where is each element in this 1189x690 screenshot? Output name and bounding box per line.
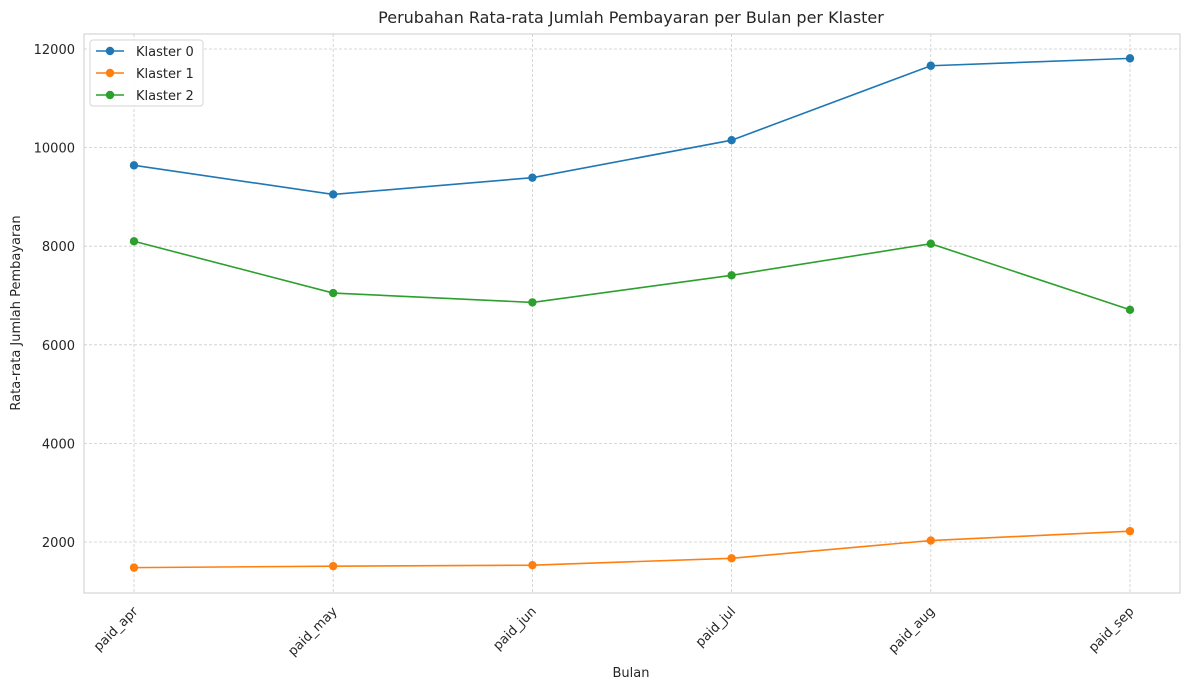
- data-point: [528, 560, 537, 570]
- data-point: [528, 298, 537, 307]
- data-point: [727, 554, 736, 563]
- data-point: [1125, 305, 1135, 314]
- series-1: [129, 526, 1135, 572]
- y-tick-label: 10000: [34, 142, 75, 157]
- legend-box: [89, 39, 204, 107]
- legend-label: Klaster 1: [136, 67, 194, 82]
- data-point: [129, 161, 139, 170]
- y-tick-label: 6000: [42, 339, 75, 354]
- legend: Klaster 0 Klaster 1 Klaster 2: [89, 39, 204, 107]
- series-line: [133, 530, 1131, 569]
- series-line: [133, 57, 1131, 196]
- series-0: [129, 54, 1135, 199]
- chart-title: Perubahan Rata-rata Jumlah Pembayaran pe…: [378, 8, 884, 27]
- legend-item: Klaster 1: [96, 67, 194, 82]
- data-point: [129, 237, 139, 246]
- data-point: [926, 536, 935, 545]
- x-axis-label: Bulan: [613, 666, 650, 681]
- data-point: [528, 173, 537, 182]
- legend-marker: [105, 90, 115, 100]
- data-point: [329, 190, 338, 199]
- legend-marker: [105, 46, 115, 56]
- y-tick-label: 2000: [42, 536, 75, 551]
- y-axis-label: Rata-rata Jumlah Pembayaran: [9, 215, 24, 410]
- series-line: [133, 240, 1131, 311]
- plot-frame: [83, 33, 1181, 594]
- data-point: [1125, 526, 1135, 536]
- data-point: [1125, 54, 1135, 63]
- y-tick-label: 8000: [42, 240, 75, 255]
- data-point: [129, 563, 139, 572]
- legend-label: Klaster 0: [136, 45, 194, 60]
- data-point: [926, 61, 935, 70]
- plot-background: [84, 34, 1180, 593]
- legend-marker: [105, 68, 115, 78]
- legend-item: Klaster 2: [96, 89, 194, 104]
- y-tick-label: 4000: [42, 437, 75, 452]
- legend-item: Klaster 0: [96, 45, 194, 60]
- legend-label: Klaster 2: [136, 89, 194, 104]
- y-tick-label: 12000: [34, 43, 75, 58]
- data-point: [926, 239, 935, 248]
- data-point: [329, 288, 338, 298]
- data-point: [727, 136, 736, 145]
- data-point: [329, 561, 338, 571]
- data-point: [727, 271, 736, 280]
- series-2: [129, 237, 1135, 314]
